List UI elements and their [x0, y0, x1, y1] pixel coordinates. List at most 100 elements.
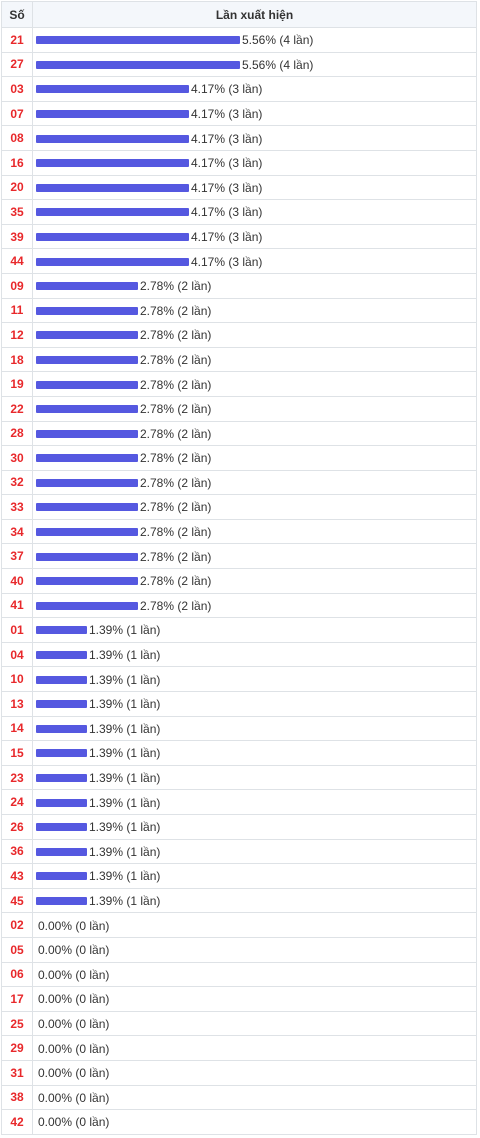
frequency-bar [36, 724, 87, 733]
frequency-label: 5.56% (4 lần) [242, 33, 314, 48]
row-number: 01 [1, 617, 33, 643]
frequency-bar [36, 306, 138, 315]
frequency-bar [36, 798, 87, 807]
row-frequency-cell: 1.39% (1 lần) [32, 715, 477, 742]
row-frequency-cell: 1.39% (1 lần) [32, 666, 477, 693]
row-number: 14 [1, 715, 33, 742]
row-number: 18 [1, 346, 33, 373]
row-number: 33 [1, 494, 33, 520]
row-frequency-cell: 5.56% (4 lần) [32, 27, 477, 53]
row-frequency-cell: 1.39% (1 lần) [32, 641, 477, 668]
table-row: 40 2.78% (2 lần) [1, 568, 477, 594]
table-row: 39 4.17% (3 lần) [1, 223, 477, 250]
row-frequency-cell: 1.39% (1 lần) [32, 740, 477, 766]
table-row: 26 1.39% (1 lần) [1, 814, 477, 840]
row-number: 04 [1, 641, 33, 668]
frequency-bar [36, 503, 138, 512]
row-number: 25 [1, 1010, 33, 1037]
row-number: 36 [1, 838, 33, 865]
table-row: 30 2.78% (2 lần) [1, 445, 477, 471]
frequency-label: 1.39% (1 lần) [89, 721, 161, 736]
frequency-bar [36, 134, 189, 143]
row-frequency-cell: 0.00% (0 lần) [32, 961, 477, 988]
row-frequency-cell: 0.00% (0 lần) [32, 1109, 477, 1135]
table-row: 31 0.00% (0 lần) [1, 1059, 477, 1086]
table-row: 04 1.39% (1 lần) [1, 641, 477, 668]
row-number: 45 [1, 887, 33, 914]
row-frequency-cell: 4.17% (3 lần) [32, 125, 477, 151]
table-row: 41 2.78% (2 lần) [1, 592, 477, 619]
table-row: 25 0.00% (0 lần) [1, 1010, 477, 1037]
row-number: 10 [1, 666, 33, 693]
frequency-bar [36, 577, 138, 586]
table-row: 32 2.78% (2 lần) [1, 469, 477, 496]
row-frequency-cell: 2.78% (2 lần) [32, 420, 477, 447]
frequency-bar [36, 36, 240, 45]
frequency-bar [36, 331, 138, 340]
table-row: 28 2.78% (2 lần) [1, 420, 477, 447]
frequency-label: 0.00% (0 lần) [38, 967, 110, 982]
row-number: 13 [1, 691, 33, 717]
frequency-bar [36, 651, 87, 660]
frequency-label: 4.17% (3 lần) [191, 254, 263, 269]
row-number: 06 [1, 961, 33, 988]
row-frequency-cell: 1.39% (1 lần) [32, 691, 477, 717]
table-row: 21 5.56% (4 lần) [1, 27, 477, 53]
table-row: 12 2.78% (2 lần) [1, 322, 477, 348]
table-row: 35 4.17% (3 lần) [1, 199, 477, 225]
row-number: 30 [1, 445, 33, 471]
frequency-bar [36, 208, 189, 217]
frequency-bar [36, 454, 138, 463]
table-row: 45 1.39% (1 lần) [1, 887, 477, 914]
frequency-label: 0.00% (0 lần) [38, 918, 110, 933]
frequency-label: 1.39% (1 lần) [89, 844, 161, 859]
row-frequency-cell: 4.17% (3 lần) [32, 223, 477, 250]
row-number: 39 [1, 223, 33, 250]
table-row: 36 1.39% (1 lần) [1, 838, 477, 865]
frequency-label: 0.00% (0 lần) [38, 943, 110, 958]
row-frequency-cell: 0.00% (0 lần) [32, 1059, 477, 1086]
table-row: 22 2.78% (2 lần) [1, 395, 477, 422]
row-number: 20 [1, 174, 33, 201]
table-row: 29 0.00% (0 lần) [1, 1035, 477, 1061]
frequency-bar [36, 159, 189, 168]
row-frequency-cell: 0.00% (0 lần) [32, 1010, 477, 1037]
frequency-label: 0.00% (0 lần) [38, 1066, 110, 1081]
table-row: 38 0.00% (0 lần) [1, 1084, 477, 1111]
row-frequency-cell: 2.78% (2 lần) [32, 568, 477, 594]
frequency-bar [36, 282, 138, 291]
row-number: 42 [1, 1109, 33, 1135]
frequency-bar [36, 257, 189, 266]
table-row: 27 5.56% (4 lần) [1, 51, 477, 78]
frequency-label: 2.78% (2 lần) [140, 426, 212, 441]
row-number: 24 [1, 789, 33, 815]
frequency-label: 4.17% (3 lần) [191, 131, 263, 146]
table-row: 14 1.39% (1 lần) [1, 715, 477, 742]
table-row: 19 2.78% (2 lần) [1, 371, 477, 397]
row-number: 40 [1, 568, 33, 594]
table-row: 10 1.39% (1 lần) [1, 666, 477, 693]
row-frequency-cell: 2.78% (2 lần) [32, 395, 477, 422]
table-row: 15 1.39% (1 lần) [1, 740, 477, 766]
row-number: 03 [1, 76, 33, 102]
frequency-label: 4.17% (3 lần) [191, 205, 263, 220]
row-number: 12 [1, 322, 33, 348]
table-row: 05 0.00% (0 lần) [1, 936, 477, 963]
row-number: 35 [1, 199, 33, 225]
frequency-bar [36, 85, 189, 94]
frequency-label: 1.39% (1 lần) [89, 795, 161, 810]
table-row: 24 1.39% (1 lần) [1, 789, 477, 815]
row-frequency-cell: 4.17% (3 lần) [32, 199, 477, 225]
table-row: 44 4.17% (3 lần) [1, 248, 477, 274]
frequency-bar [36, 872, 87, 881]
row-frequency-cell: 2.78% (2 lần) [32, 272, 477, 299]
row-number: 08 [1, 125, 33, 151]
table-body: 21 5.56% (4 lần) 27 5.56% (4 lần) 03 4.17% (3… [1, 27, 477, 1135]
frequency-label: 1.39% (1 lần) [89, 869, 161, 884]
row-number: 44 [1, 248, 33, 274]
row-number: 09 [1, 272, 33, 299]
frequency-label: 4.17% (3 lần) [191, 82, 263, 97]
frequency-label: 1.39% (1 lần) [89, 893, 161, 908]
row-frequency-cell: 0.00% (0 lần) [32, 1084, 477, 1111]
row-frequency-cell: 2.78% (2 lần) [32, 518, 477, 545]
